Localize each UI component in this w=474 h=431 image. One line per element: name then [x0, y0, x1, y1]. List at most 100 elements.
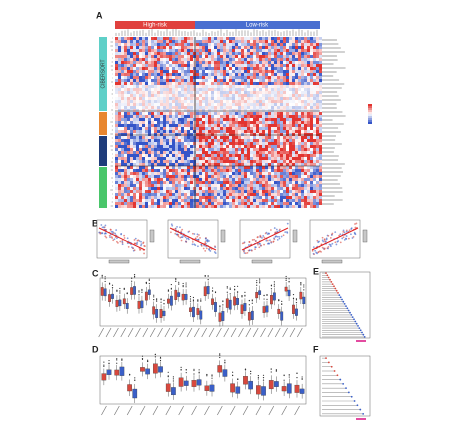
heatmap-cell — [127, 142, 130, 145]
heatmap-cell — [172, 145, 175, 148]
heatmap-cell — [130, 205, 133, 208]
heatmap-cell — [286, 85, 289, 88]
heatmap-cell — [256, 100, 259, 103]
heatmap-cell — [190, 205, 193, 208]
heatmap-cell — [130, 43, 133, 46]
box — [228, 299, 232, 310]
heatmap-cell — [217, 88, 220, 91]
heatmap-cell — [205, 76, 208, 79]
heatmap-cell — [193, 115, 196, 118]
scatter-point — [243, 242, 245, 244]
scatter-point — [171, 224, 174, 227]
heatmap-cell — [175, 94, 178, 97]
heatmap-cell — [208, 37, 211, 40]
box — [255, 292, 259, 299]
heatmap-cell — [280, 73, 283, 76]
heatmap-cell — [124, 70, 127, 73]
heatmap-cell — [124, 166, 127, 169]
color-key — [368, 120, 372, 122]
heatmap-cell — [166, 49, 169, 52]
heatmap-cell — [130, 40, 133, 43]
heatmap-cell — [139, 43, 142, 46]
heatmap-cell — [220, 91, 223, 94]
heatmap-cell — [310, 106, 313, 109]
scatter-point — [278, 235, 280, 238]
heatmap-cell — [196, 118, 199, 121]
heatmap-cell — [145, 115, 148, 118]
heatmap-cell — [241, 109, 244, 112]
heatmap-cell — [283, 109, 286, 112]
heatmap-cell — [232, 136, 235, 139]
scatter-point — [334, 231, 337, 234]
heatmap-cell — [298, 130, 301, 133]
heatmap-cell — [217, 139, 220, 142]
outlier — [167, 290, 170, 292]
scatter-point — [248, 241, 251, 243]
scatter-point — [193, 233, 196, 235]
heatmap-cell — [274, 157, 277, 160]
heatmap-cell — [187, 52, 190, 55]
heatmap-cell — [310, 157, 313, 160]
heatmap-cell — [265, 55, 268, 58]
heatmap-cell — [121, 187, 124, 190]
heatmap-cell — [277, 190, 280, 193]
x-tick-label — [157, 327, 163, 338]
heatmap-cell — [178, 49, 181, 52]
heatmap-cell — [151, 124, 154, 127]
heatmap-cell — [232, 163, 235, 166]
heatmap-cell — [187, 103, 190, 106]
heatmap-cell — [172, 184, 175, 187]
heatmap-cell — [121, 85, 124, 88]
heatmap-cell — [301, 172, 304, 175]
heatmap-cell — [220, 115, 223, 118]
heatmap-cell — [253, 70, 256, 73]
heatmap-cell — [292, 103, 295, 106]
heatmap-cell — [298, 136, 301, 139]
heatmap-cell — [127, 67, 130, 70]
heatmap-cell — [205, 109, 208, 112]
heatmap-cell — [157, 139, 160, 142]
heatmap-cell — [136, 166, 139, 169]
heatmap-cell — [271, 187, 274, 190]
heatmap-cell — [160, 115, 163, 118]
heatmap-cell — [217, 106, 220, 109]
heatmap-cell — [115, 130, 118, 133]
box — [243, 303, 247, 311]
heatmap-cell — [310, 160, 313, 163]
heatmap-cell — [259, 115, 262, 118]
heatmap-cell — [163, 193, 166, 196]
heatmap-cell — [181, 160, 184, 163]
heatmap-cell — [268, 97, 271, 100]
box — [167, 298, 170, 304]
heatmap-cell — [277, 118, 280, 121]
lollipop-dot — [358, 327, 361, 329]
heatmap-cell — [169, 181, 172, 184]
heatmap-cell — [127, 82, 130, 85]
heatmap-cell — [253, 193, 256, 196]
lollipop-dot — [327, 361, 330, 364]
heatmap-cell — [136, 193, 139, 196]
heatmap-cell — [151, 52, 154, 55]
heatmap-cell — [319, 88, 322, 91]
x-tick-label — [194, 327, 200, 338]
heatmap-cell — [202, 64, 205, 67]
heatmap-cell — [205, 145, 208, 148]
heatmap-cell — [154, 67, 157, 70]
heatmap-cell — [139, 160, 142, 163]
box — [256, 385, 261, 395]
heatmap-cell — [133, 190, 136, 193]
heatmap-cell — [178, 127, 181, 130]
heatmap-cell — [115, 55, 118, 58]
heatmap-cell — [238, 103, 241, 106]
heatmap-cell — [166, 166, 169, 169]
scatter-point — [327, 234, 330, 237]
heatmap-cell — [181, 37, 184, 40]
heatmap-cell — [148, 181, 151, 184]
heatmap-cell — [199, 172, 202, 175]
heatmap-cell — [295, 154, 298, 157]
heatmap-cell — [148, 139, 151, 142]
heatmap-cell — [127, 193, 130, 196]
heatmap-cell — [274, 187, 277, 190]
heatmap-cell — [199, 109, 202, 112]
heatmap-cell — [124, 97, 127, 100]
